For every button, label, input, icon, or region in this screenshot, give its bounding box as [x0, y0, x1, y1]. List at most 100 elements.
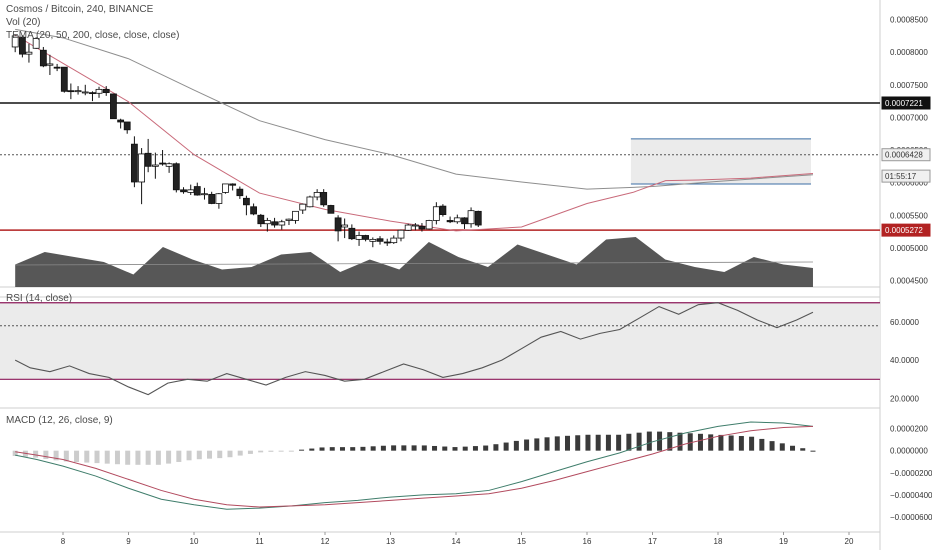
macd-hist-bar	[524, 439, 530, 451]
candle-body	[215, 193, 223, 204]
rsi-tick-label: 40.0000	[890, 356, 919, 365]
x-tick-label: 13	[386, 537, 395, 546]
macd-hist-bar	[114, 450, 120, 465]
candle-body	[334, 217, 342, 232]
macd-hist-bar	[554, 436, 560, 451]
candle-body	[95, 88, 103, 94]
rsi-tick-label: 60.0000	[890, 318, 919, 327]
candle-body	[467, 210, 475, 225]
x-tick-label: 19	[779, 537, 788, 546]
macd-tick-label: 0.0000200	[890, 425, 928, 434]
macd-hist-bar	[299, 449, 305, 451]
macd-hist-bar	[667, 432, 673, 451]
x-tick-label: 15	[517, 537, 526, 546]
macd-hist-bar	[391, 445, 397, 451]
rsi-tick-label: 20.0000	[890, 394, 919, 403]
candle-body	[180, 189, 187, 193]
candle-body	[67, 90, 75, 93]
symbol-title: Cosmos / Bitcoin, 240, BINANCE	[6, 4, 154, 15]
price-label-text: 0.0005272	[885, 226, 923, 235]
macd-hist-bar	[401, 445, 407, 451]
candle-body	[355, 235, 363, 240]
macd-hist-bar	[462, 446, 468, 451]
macd-hist-bar	[350, 447, 356, 451]
candle-body	[461, 217, 468, 225]
price-label-text: 01:55:17	[885, 172, 917, 181]
macd-hist-bar	[636, 432, 642, 451]
macd-hist-bar	[708, 434, 714, 451]
candle-body	[271, 221, 278, 226]
price-tick-label: 0.0004500	[890, 276, 928, 285]
macd-hist-bar	[176, 450, 182, 462]
candle-body	[25, 51, 33, 55]
candle-body	[390, 237, 398, 244]
macd-hist-bar	[605, 434, 611, 451]
candle-body	[376, 238, 384, 242]
candle-body	[123, 121, 131, 131]
macd-hist-bar	[380, 445, 386, 451]
macd-hist-bar	[565, 435, 571, 451]
rsi-band	[0, 302, 880, 380]
tema-legend: TEMA (20, 50, 200, close, close, close)	[6, 30, 180, 41]
macd-hist-bar	[575, 435, 581, 451]
x-tick-label: 17	[648, 537, 657, 546]
candle-body	[53, 66, 61, 69]
macd-hist-bar	[125, 450, 131, 465]
macd-hist-bar	[616, 434, 622, 451]
macd-hist-bar	[278, 450, 284, 452]
macd-hist-bar	[472, 446, 478, 451]
candle-body	[313, 192, 321, 198]
candle-body	[292, 210, 299, 221]
macd-hist-bar	[421, 445, 427, 451]
candle-body	[110, 93, 117, 120]
candle-body	[172, 163, 180, 191]
macd-hist-bar	[247, 450, 253, 454]
macd-legend: MACD (12, 26, close, 9)	[6, 415, 113, 426]
price-label-text: 0.0007221	[885, 99, 923, 108]
price-tick-label: 0.0006000	[890, 179, 928, 188]
candle-body	[193, 186, 201, 196]
volume-area	[15, 237, 813, 287]
macd-hist-bar	[728, 435, 734, 451]
candle-body	[102, 88, 110, 94]
price-label-box	[881, 223, 931, 237]
x-tick-label: 11	[255, 537, 264, 546]
candle-body	[474, 210, 482, 226]
rsi-line	[14, 302, 814, 396]
x-tick-label: 9	[126, 537, 131, 546]
macd-hist-bar	[657, 431, 663, 451]
price-label-box	[881, 96, 931, 110]
candle-body	[18, 36, 26, 55]
candle-body	[60, 66, 68, 92]
macd-tick-label: −0.0000400	[890, 491, 932, 500]
macd-line	[15, 421, 814, 510]
macd-hist-bar	[43, 450, 49, 459]
candle-body	[130, 143, 138, 183]
candle-body	[242, 197, 250, 206]
macd-hist-bar	[227, 450, 233, 458]
macd-hist-bar	[186, 450, 192, 461]
macd-hist-bar	[810, 450, 816, 452]
macd-hist-bar	[84, 450, 90, 463]
x-tick-label: 14	[452, 537, 461, 546]
candle-body	[341, 224, 349, 228]
macd-hist-bar	[268, 450, 274, 452]
macd-tick-label: 0.0000000	[890, 447, 928, 456]
candle-body	[187, 189, 195, 193]
x-tick-label: 20	[845, 537, 854, 546]
candle-body	[320, 192, 328, 206]
candle-body	[285, 218, 293, 221]
candle-body	[299, 203, 307, 211]
macd-hist-bar	[759, 438, 765, 451]
candle-body	[362, 235, 370, 240]
macd-hist-bar	[288, 450, 294, 452]
candle-body	[397, 229, 405, 239]
macd-hist-bar	[452, 447, 458, 451]
macd-hist-bar	[339, 447, 345, 451]
macd-hist-bar	[33, 450, 39, 458]
macd-hist-bar	[432, 445, 438, 451]
macd-hist-bar	[513, 440, 519, 451]
price-label-text: 0.0006428	[885, 151, 923, 160]
